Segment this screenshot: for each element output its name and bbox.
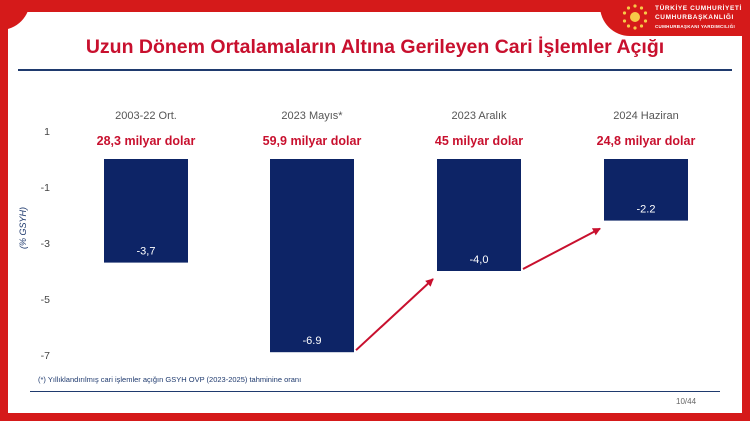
logo-panel — [600, 0, 750, 36]
y-axis-label: (% GSYH) — [18, 207, 28, 249]
y-tick-label: -5 — [41, 294, 50, 306]
bar-value-label: -4,0 — [470, 254, 489, 266]
category-label: 2023 Mayıs* — [281, 110, 343, 122]
bar — [604, 159, 688, 221]
title-divider — [18, 69, 732, 71]
logo-line-3: CUMHURBAŞKANI YARDIMCILIĞI — [655, 24, 736, 29]
amount-label: 45 milyar dolar — [435, 134, 523, 148]
y-tick-label: -1 — [41, 182, 50, 194]
presidential-seal-icon — [622, 4, 648, 30]
bottom-divider — [30, 391, 720, 392]
bottom-border — [0, 413, 750, 421]
left-border — [0, 0, 8, 421]
category-label: 2023 Aralık — [451, 110, 507, 122]
bar — [270, 159, 354, 353]
bar — [104, 159, 188, 263]
right-border — [742, 0, 750, 421]
y-tick-label: -3 — [41, 238, 50, 250]
amount-label: 24,8 milyar dolar — [597, 134, 696, 148]
y-tick-label: -7 — [41, 350, 50, 362]
logo-text: TÜRKİYE CUMHURİYETİ CUMHURBAŞKANLIĞI CUM… — [655, 4, 742, 31]
page-title: Uzun Dönem Ortalamaların Altına Gerileye… — [85, 36, 665, 58]
category-label: 2024 Haziran — [613, 110, 678, 122]
logo-line-1: TÜRKİYE CUMHURİYETİ — [655, 5, 742, 12]
footnote: (*) Yıllıklandırılmış cari işlemler açığ… — [38, 375, 302, 384]
bar-value-label: -6.9 — [303, 335, 322, 347]
category-label: 2003-22 Ort. — [115, 110, 177, 122]
amount-label: 59,9 milyar dolar — [263, 134, 362, 148]
y-tick-label: 1 — [44, 126, 50, 138]
trend-arrow — [355, 278, 434, 351]
bar-value-label: -2.2 — [637, 204, 656, 216]
trend-arrow — [522, 227, 601, 270]
logo-line-2: CUMHURBAŞKANLIĞI — [655, 14, 734, 21]
top-border — [0, 0, 750, 12]
bar — [437, 159, 521, 271]
amount-label: 28,3 milyar dolar — [97, 134, 196, 148]
page-number: 10/44 — [676, 397, 697, 406]
bar-value-label: -3,7 — [137, 246, 156, 258]
